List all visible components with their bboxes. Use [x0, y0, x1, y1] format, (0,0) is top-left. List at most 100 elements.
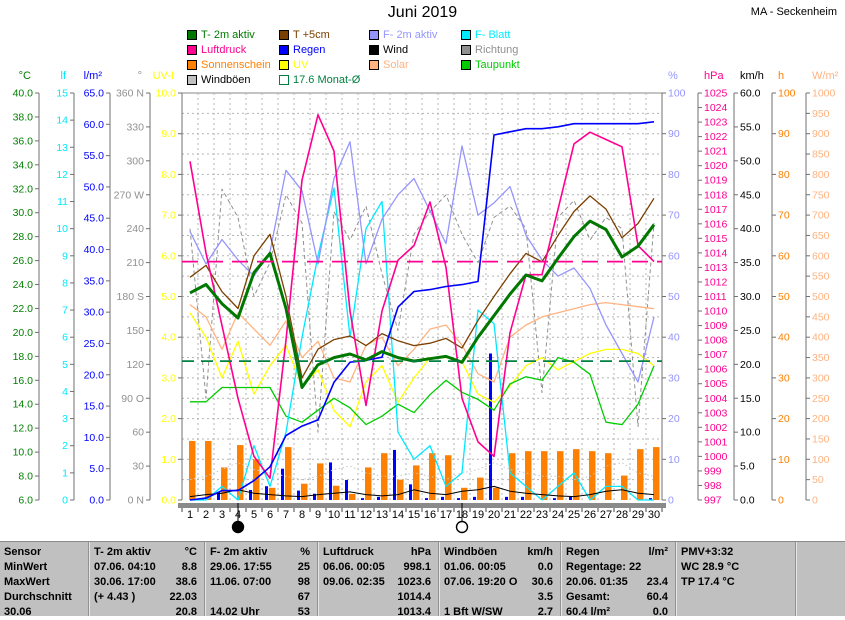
axis-tick-label: 50: [812, 474, 824, 486]
cell-value: 8.8: [181, 561, 197, 573]
legend-item-wind[interactable]: Wind: [369, 42, 461, 57]
axis-tick-label: 1007: [704, 349, 728, 361]
table-cell: (+ 4.43 ) 22.03: [90, 590, 204, 605]
legend-item-taupunkt[interactable]: Taupunkt: [461, 57, 520, 72]
axis-tick-label: 6: [62, 332, 68, 344]
legend-item-17-6-monat-[interactable]: 17.6 Monat-Ø: [279, 72, 369, 87]
axis-tick-label: 20: [778, 413, 790, 425]
day-label: 5: [251, 509, 257, 521]
legend-item-regen[interactable]: Regen: [279, 42, 369, 57]
legend-item-richtung[interactable]: Richtung: [461, 42, 520, 57]
cell-value: 0.0: [652, 606, 668, 618]
table-col-f-2m-aktiv: F- 2m aktiv% 29.06. 17:55 25 11.06. 07:00 98…: [204, 542, 317, 618]
axis-tick-label: 12.0: [13, 423, 34, 435]
axis-unit-W/m²: W/m²: [812, 70, 839, 82]
axis-tick-label: 80: [668, 169, 680, 181]
axis-tick-label: 100: [668, 88, 686, 100]
axis-tick-label: 35.0: [740, 257, 761, 269]
cell-text: 11.06. 07:00: [210, 576, 272, 588]
table-col-t-2m-aktiv: T- 2m aktiv °C 07.06. 04:10 8.8 30.06. 17:00…: [88, 542, 204, 618]
axis-unit-UV-I: UV-I: [153, 70, 174, 82]
axis-tick-label: 45.0: [84, 213, 105, 225]
axis-tick-label: 5: [62, 359, 68, 371]
bar-regen: [521, 496, 524, 500]
legend-item-t-2m-aktiv[interactable]: T- 2m aktiv: [187, 27, 279, 42]
axis-tick-label: 6.0: [161, 250, 176, 262]
axis-tick-label: 1002: [704, 422, 728, 434]
axis-tick-label: 28.0: [13, 231, 34, 243]
bar-sonnenschein: [317, 463, 324, 500]
legend-item-uv[interactable]: UV: [279, 57, 369, 72]
table-row-label: MinWert: [0, 560, 88, 575]
day-label: 7: [283, 509, 289, 521]
table-cell: 20.06. 01:35 23.4: [562, 575, 675, 590]
axis-tick-label: 240: [126, 223, 144, 235]
legend-swatch: [461, 29, 471, 40]
axis-tick-label: 1021: [704, 146, 728, 158]
axis-unit-°: °: [138, 70, 142, 82]
axis-tick-label: 60.0: [84, 119, 105, 131]
table-cell: 3.5: [440, 590, 560, 605]
legend-item-windb-en[interactable]: Windböen: [187, 72, 279, 87]
bar-regen: [249, 489, 252, 500]
table-cell: 29.06. 17:55 25: [206, 560, 317, 575]
row-label-text: MaxWert: [4, 576, 50, 588]
axis-tick-label: 30: [778, 372, 790, 384]
axis-tick-label: 120: [126, 359, 144, 371]
axis-tick-label: 5.0: [161, 291, 176, 303]
axis-tick-label: 65.0: [84, 88, 105, 100]
legend-swatch: [369, 29, 379, 40]
day-label: 23: [536, 509, 548, 521]
axis-tick-label: 3: [62, 413, 68, 425]
axis-tick-label: 1000: [704, 451, 728, 463]
bar-sonnenschein: [221, 467, 228, 500]
bar-regen: [217, 492, 220, 500]
legend-label: 17.6 Monat-Ø: [293, 73, 361, 86]
table-col-windb-en: Windböen km/h 01.06. 00:05 0.0 07.06. 19:20 …: [438, 542, 560, 618]
cell-value: 22.03: [169, 591, 197, 603]
legend-item-f-blatt[interactable]: F- Blatt: [461, 27, 520, 42]
day-label: 22: [520, 509, 532, 521]
legend-item-sonnenschein[interactable]: Sonnenschein: [187, 57, 279, 72]
table-cell: 67: [206, 590, 317, 605]
bar-regen: [361, 498, 364, 500]
axis-tick-label: 0: [62, 495, 68, 507]
axis-tick-label: 8.0: [18, 471, 33, 483]
table-col-sensor: Sensor MinWert MaxWert Durchschnitt 30.06: [0, 542, 88, 618]
legend-swatch: [279, 44, 289, 55]
axis-tick-label: 7: [62, 305, 68, 317]
bar-regen: [265, 486, 268, 500]
axis-tick-label: 36.0: [13, 135, 34, 147]
axis-tick-label: 1003: [704, 407, 728, 419]
bar-regen: [425, 498, 428, 500]
bar-regen: [377, 496, 380, 500]
axis-tick-label: 1016: [704, 218, 728, 230]
legend-item-f-2m-aktiv[interactable]: F- 2m aktiv: [369, 27, 461, 42]
day-label: 16: [424, 509, 436, 521]
row-label-text: Sensor: [4, 546, 42, 558]
table-cell: 01.06. 00:05 0.0: [440, 560, 560, 575]
axis-tick-label: 35.0: [84, 275, 105, 287]
row-label-text: Durchschnitt: [4, 591, 72, 603]
axis-tick-label: 50.0: [84, 181, 105, 193]
bar-regen: [569, 496, 572, 500]
legend-swatch: [369, 59, 379, 70]
axis-tick-label: 1015: [704, 233, 728, 245]
axis-tick-label: 800: [812, 169, 830, 181]
col-header-text: F- 2m aktiv: [210, 546, 268, 558]
axis-tick-label: 60: [778, 250, 790, 262]
axis-tick-label: 180 S: [117, 291, 144, 303]
axis-tick-label: 210: [126, 257, 144, 269]
legend-item-solar[interactable]: Solar: [369, 57, 461, 72]
legend-item-luftdruck[interactable]: Luftdruck: [187, 42, 279, 57]
legend-item-t-5cm[interactable]: T +5cm: [279, 27, 369, 42]
axis-tick-label: 1001: [704, 436, 728, 448]
cell-value: 98: [297, 576, 310, 588]
day-label: 9: [315, 509, 321, 521]
col-unit-text: %: [300, 546, 310, 558]
legend-swatch: [187, 44, 197, 55]
axis-tick-label: 650: [812, 230, 830, 242]
axis-tick-label: 10.0: [740, 427, 761, 439]
bar-sonnenschein: [445, 455, 452, 500]
axis-tick-label: 500: [812, 291, 830, 303]
